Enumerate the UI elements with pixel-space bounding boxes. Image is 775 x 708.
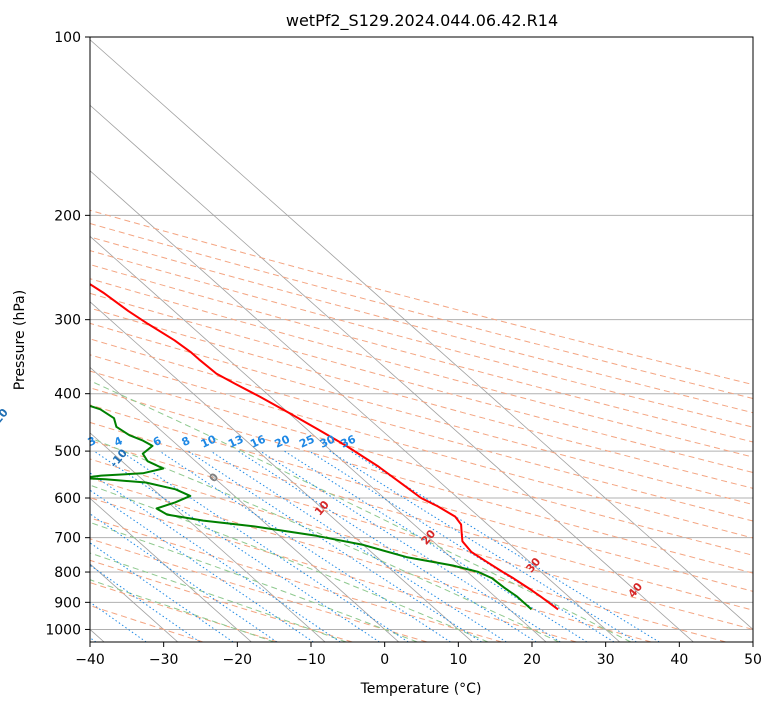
mixing-ratio-label: 13 <box>226 433 245 451</box>
mixing-ratio-line <box>187 450 482 642</box>
dry-adiabat-line <box>90 497 577 642</box>
dry-adiabat-line <box>90 439 753 630</box>
mixing-ratio-line <box>93 450 380 642</box>
dry-adiabat-line <box>90 559 353 642</box>
y-tick-label: 500 <box>54 444 81 460</box>
mixing-ratio-label: 16 <box>248 432 268 450</box>
plot-frame <box>89 36 754 643</box>
mixing-ratio-line <box>90 542 234 642</box>
dry-adiabat-line <box>90 477 652 642</box>
x-tick-label: 10 <box>449 652 467 668</box>
dry-adiabat-line <box>90 387 753 574</box>
y-tick-label: 100 <box>54 30 81 46</box>
x-tick-label: −30 <box>149 652 179 668</box>
mixing-ratio-label: 36 <box>339 432 359 450</box>
y-tick-label: 400 <box>54 387 81 403</box>
dry-adiabat-line <box>90 209 753 386</box>
x-axis: −40 −30 −20 −10 0 10 20 30 40 50 <box>75 642 762 668</box>
mixing-ratio-line <box>329 450 637 642</box>
x-tick-label: 0 <box>380 652 389 668</box>
y-tick-label: 600 <box>54 491 81 507</box>
y-axis: 100 200 300 400 500 600 700 800 900 1000 <box>45 30 90 638</box>
moist-adiabat-line <box>90 484 489 642</box>
isotherm-line <box>90 39 753 630</box>
mixing-ratio-line <box>90 601 147 642</box>
dry-adiabat-line <box>90 354 753 539</box>
mixing-ratio-line <box>284 450 588 642</box>
isotherm-line <box>90 104 694 642</box>
isotherm-line <box>90 366 400 642</box>
y-tick-label: 700 <box>54 531 81 547</box>
x-tick-label: −10 <box>296 652 326 668</box>
temperature-profile-line <box>90 283 559 611</box>
isotherm-label: -20 <box>0 406 11 430</box>
y-tick-label: 800 <box>54 565 81 581</box>
isotherm-line <box>90 432 326 642</box>
moist-adiabat-line <box>90 579 275 642</box>
y-tick-label: 900 <box>54 595 81 611</box>
dry-adiabat-line <box>90 370 753 556</box>
x-tick-label: 40 <box>670 652 688 668</box>
dry-adiabat-line <box>90 278 753 458</box>
x-tick-label: 50 <box>744 652 762 668</box>
isotherm-line <box>90 497 252 642</box>
x-tick-label: −40 <box>75 652 105 668</box>
x-tick-label: 30 <box>597 652 615 668</box>
sounding-profiles <box>90 283 559 611</box>
mixing-ratio-line <box>90 472 341 642</box>
mixing-ratio-label: 30 <box>318 432 338 450</box>
mixing-ratio-line <box>90 564 201 642</box>
y-axis-label: Pressure (hPa) <box>12 290 28 390</box>
x-tick-label: 20 <box>523 652 541 668</box>
chart-title: wetPf2_S129.2024.044.06.42.R14 <box>286 11 558 31</box>
y-tick-label: 300 <box>54 313 81 329</box>
y-tick-label: 200 <box>54 208 81 224</box>
isotherm-line <box>90 170 621 642</box>
y-tick-label: 1000 <box>45 622 81 638</box>
x-tick-label: −20 <box>223 652 253 668</box>
dry-adiabat-line <box>90 338 753 522</box>
mixing-ratio-label: 25 <box>297 433 316 451</box>
mixing-ratio-label: 20 <box>273 432 293 450</box>
mixing-ratio-line <box>350 450 660 642</box>
mixing-ratio-line <box>210 450 507 642</box>
isotherm-line <box>90 301 473 642</box>
background-lines <box>90 37 753 642</box>
dry-adiabat-line <box>90 458 726 642</box>
moist-adiabat-line <box>90 437 560 642</box>
mixing-ratio-label: 10 <box>199 432 219 450</box>
dewpoint-profile-line <box>90 404 533 611</box>
mixing-ratio-line <box>259 450 561 642</box>
x-axis-label: Temperature (°C) <box>360 681 482 697</box>
dry-adiabat-line <box>90 236 753 414</box>
dry-adiabat-line <box>90 250 753 428</box>
